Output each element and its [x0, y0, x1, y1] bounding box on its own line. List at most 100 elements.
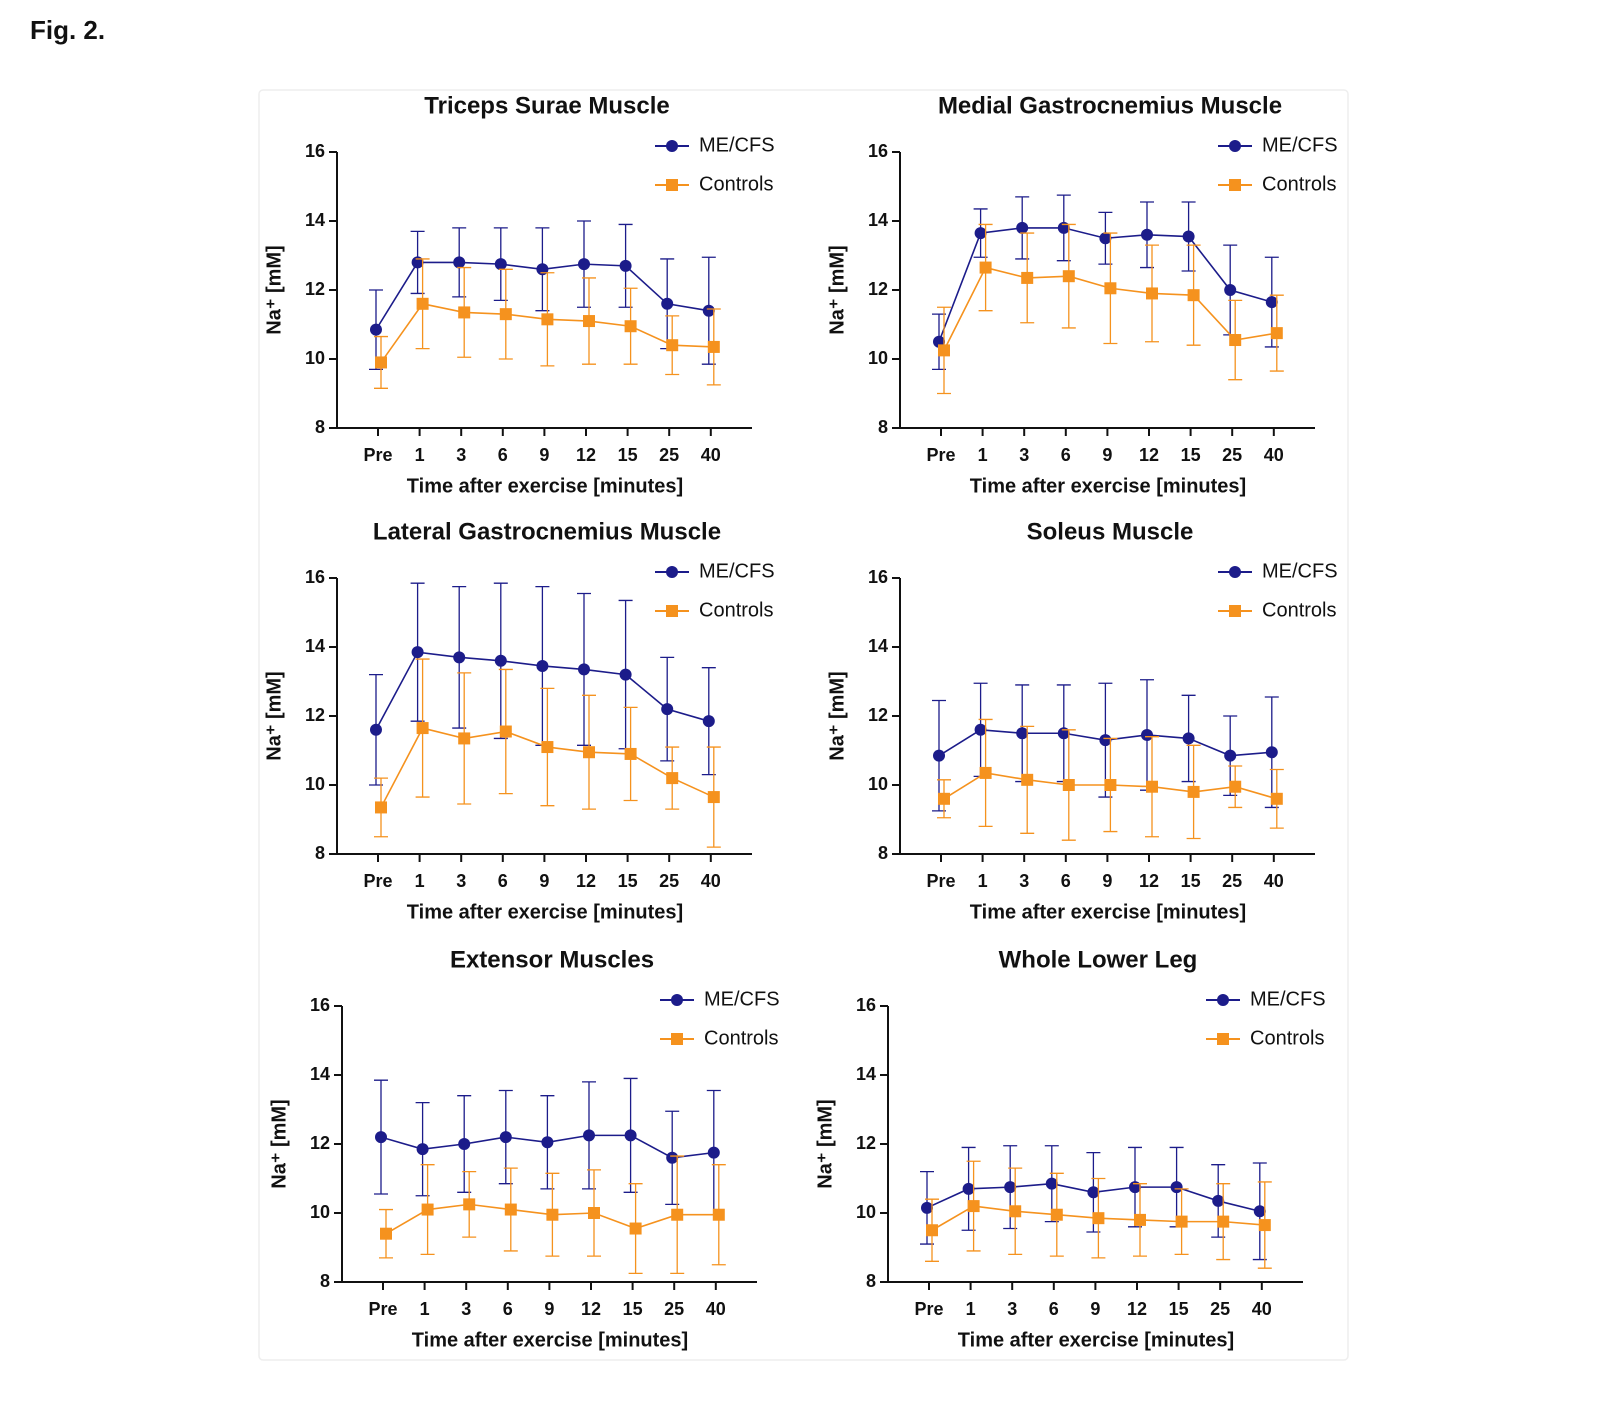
- x-tick-label: 25: [664, 1299, 684, 1319]
- x-tick-label: Pre: [368, 1299, 397, 1319]
- data-point: [1258, 1219, 1271, 1232]
- x-tick-label: 12: [576, 871, 596, 891]
- data-point: [499, 308, 512, 321]
- x-tick-label: 9: [1090, 1299, 1100, 1319]
- y-axis-label: Na⁺ [mM]: [263, 671, 285, 760]
- chart: Extensor Muscles 8 10 12 14 16 Pre 1 3 6 9 12 15 25 40…: [268, 946, 779, 1351]
- data-point: [962, 1182, 975, 1195]
- data-point: [938, 344, 950, 357]
- data-point: [583, 1129, 595, 1142]
- data-point: [661, 703, 674, 716]
- x-axis-label: Time after exercise [minutes]: [958, 1329, 1234, 1351]
- data-point: [1229, 780, 1242, 793]
- y-tick-label: 12: [305, 705, 325, 725]
- y-tick-label: 8: [320, 1271, 330, 1291]
- x-tick-label: 9: [1102, 445, 1112, 465]
- x-tick-label: 3: [456, 445, 466, 465]
- legend-label: Controls: [1250, 1027, 1324, 1049]
- x-tick-label: 1: [978, 871, 988, 891]
- data-point: [453, 256, 466, 269]
- y-tick-label: 14: [305, 636, 325, 656]
- y-tick-label: 16: [856, 995, 876, 1015]
- x-tick-label: 12: [576, 445, 596, 465]
- panel-border: [258, 89, 1349, 1361]
- data-point: [583, 746, 595, 759]
- x-tick-label: Pre: [914, 1299, 943, 1319]
- data-point: [666, 772, 679, 785]
- y-axis-label: Na⁺ [mM]: [826, 245, 848, 334]
- y-tick-label: 12: [868, 279, 888, 299]
- x-tick-label: 9: [544, 1299, 554, 1319]
- x-tick-label: 15: [618, 445, 638, 465]
- data-point: [979, 261, 992, 274]
- data-point: [416, 1143, 429, 1156]
- data-point: [458, 732, 471, 745]
- data-point: [504, 1203, 517, 1216]
- x-axis-label: Time after exercise [minutes]: [412, 1329, 688, 1351]
- data-point: [1092, 1212, 1105, 1225]
- data-point: [1021, 271, 1034, 284]
- y-tick-label: 14: [856, 1064, 876, 1084]
- y-tick-label: 10: [305, 348, 325, 368]
- x-tick-label: 12: [1139, 445, 1159, 465]
- data-point: [702, 715, 715, 728]
- data-point: [588, 1207, 600, 1219]
- x-tick-label: 9: [539, 871, 549, 891]
- x-tick-label: 1: [978, 445, 988, 465]
- data-point: [666, 1151, 679, 1164]
- data-point: [375, 801, 387, 814]
- chart-title: Triceps Surae Muscle: [424, 92, 669, 119]
- data-point: [375, 356, 387, 369]
- x-axis-label: Time after exercise [minutes]: [407, 475, 683, 497]
- data-point: [1099, 232, 1112, 245]
- x-tick-label: 9: [539, 445, 549, 465]
- legend-label: ME/CFS: [704, 988, 780, 1010]
- data-point: [541, 741, 554, 754]
- data-point: [1175, 1215, 1188, 1228]
- legend-marker: [666, 566, 678, 578]
- x-tick-label: 6: [503, 1299, 513, 1319]
- x-tick-label: 12: [581, 1299, 601, 1319]
- x-tick-label: 6: [1049, 1299, 1059, 1319]
- data-point: [1009, 1205, 1022, 1218]
- legend-marker: [666, 605, 678, 617]
- data-point: [421, 1203, 434, 1216]
- y-tick-label: 8: [878, 417, 888, 437]
- data-point: [1217, 1215, 1230, 1228]
- data-point: [370, 723, 382, 736]
- y-axis-label: Na⁺ [mM]: [814, 1099, 836, 1188]
- y-tick-label: 12: [305, 279, 325, 299]
- data-point: [619, 668, 632, 681]
- x-tick-label: 25: [659, 445, 679, 465]
- data-point: [666, 339, 679, 352]
- x-tick-label: Pre: [926, 871, 955, 891]
- data-point: [1104, 779, 1117, 791]
- y-tick-label: 14: [310, 1064, 330, 1084]
- data-point: [416, 297, 429, 310]
- data-point: [624, 320, 637, 333]
- x-tick-label: 3: [456, 871, 466, 891]
- data-point: [1187, 289, 1200, 302]
- x-tick-label: 9: [1102, 871, 1112, 891]
- data-point: [1099, 734, 1112, 747]
- x-tick-label: 15: [618, 871, 638, 891]
- data-point: [619, 259, 632, 272]
- x-tick-label: 6: [1061, 871, 1071, 891]
- data-point: [1045, 1177, 1058, 1190]
- data-point: [1182, 230, 1195, 243]
- legend-label: Controls: [1262, 599, 1336, 621]
- legend-marker: [1229, 140, 1241, 152]
- data-point: [979, 766, 992, 779]
- legend-label: Controls: [1262, 173, 1336, 195]
- data-point: [536, 659, 549, 672]
- data-point: [1224, 749, 1237, 762]
- y-tick-label: 8: [315, 417, 325, 437]
- legend-label: ME/CFS: [1262, 134, 1338, 156]
- data-point: [380, 1227, 392, 1240]
- data-point: [499, 1131, 512, 1144]
- y-axis-label: Na⁺ [mM]: [826, 671, 848, 760]
- legend-marker: [1229, 566, 1241, 578]
- x-tick-label: 40: [701, 445, 721, 465]
- y-tick-label: 14: [868, 636, 888, 656]
- data-point: [1270, 327, 1283, 340]
